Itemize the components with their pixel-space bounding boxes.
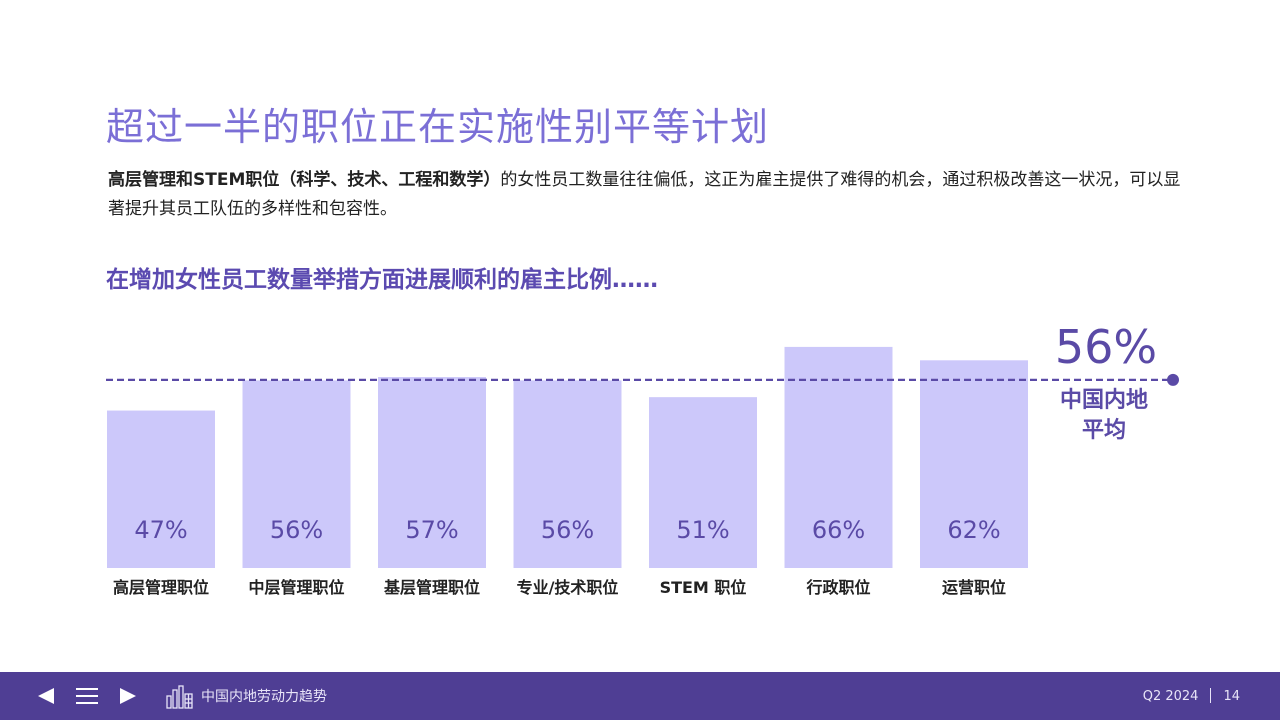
bar (242, 380, 351, 568)
page-number: 14 (1223, 689, 1240, 704)
average-label-line2: 平均 (1081, 418, 1126, 443)
footer-bar: 中国内地劳动力趋势 Q2 2024 14 (0, 672, 1280, 720)
category-label: 专业/技术职位 (517, 578, 619, 597)
reference-line-endpoint (1167, 373, 1179, 386)
bar (378, 377, 486, 568)
intro-bold-text: 高层管理和STEM职位（科学、技术、工程和数学） (108, 170, 501, 190)
footer-meta: Q2 2024 14 (1143, 688, 1240, 704)
category-label: 中层管理职位 (248, 578, 344, 597)
footer-brand: 中国内地劳动力趋势 (201, 689, 327, 705)
category-label: 行政职位 (805, 578, 870, 597)
intro-text: 的女性员工数量往往偏低，这正为雇主提供了难得的机会，通过积极改善这一状况，可以显… (108, 170, 1181, 219)
category-label: 基层管理职位 (383, 578, 480, 597)
bar (784, 346, 893, 568)
bar-value-label: 66% (812, 516, 865, 544)
bar-value-label: 57% (405, 516, 458, 544)
bar-value-label: 56% (541, 516, 594, 544)
city-building-icon (166, 685, 193, 709)
category-label: STEM 职位 (660, 578, 747, 597)
footer-divider (1210, 688, 1212, 703)
intro-paragraph: 高层管理和STEM职位（科学、技术、工程和数学）的女性员工数量往往偏低，这正为雇… (108, 166, 1188, 224)
bar (649, 397, 757, 568)
average-label: 中国内地 平均 (1044, 386, 1164, 446)
bar (107, 410, 215, 568)
bar-value-label: 56% (270, 516, 323, 544)
bar-chart: 47% 高层管理职位 56% 中层管理职位 57% 基层管理职位 56% 专业/技术职位 51%… (106, 346, 1179, 597)
average-label-line1: 中国内地 (1059, 388, 1148, 413)
category-label: 运营职位 (942, 578, 1006, 597)
bar-value-label: 47% (134, 516, 187, 544)
bar-value-label: 51% (676, 516, 729, 544)
bar-value-label: 62% (947, 516, 1000, 544)
bar (513, 380, 622, 568)
chart-subtitle: 在增加女性员工数量举措方面进展顺利的雇主比例…… (106, 267, 658, 293)
page-title: 超过一半的职位正在实施性别平等计划 (106, 105, 770, 149)
category-label: 高层管理职位 (113, 578, 209, 597)
next-arrow-icon[interactable] (120, 688, 136, 704)
menu-icon[interactable] (76, 687, 98, 705)
bar (920, 360, 1028, 568)
average-value: 56% (1054, 320, 1158, 374)
footer-period: Q2 2024 (1142, 689, 1199, 704)
prev-arrow-icon[interactable] (38, 688, 54, 704)
